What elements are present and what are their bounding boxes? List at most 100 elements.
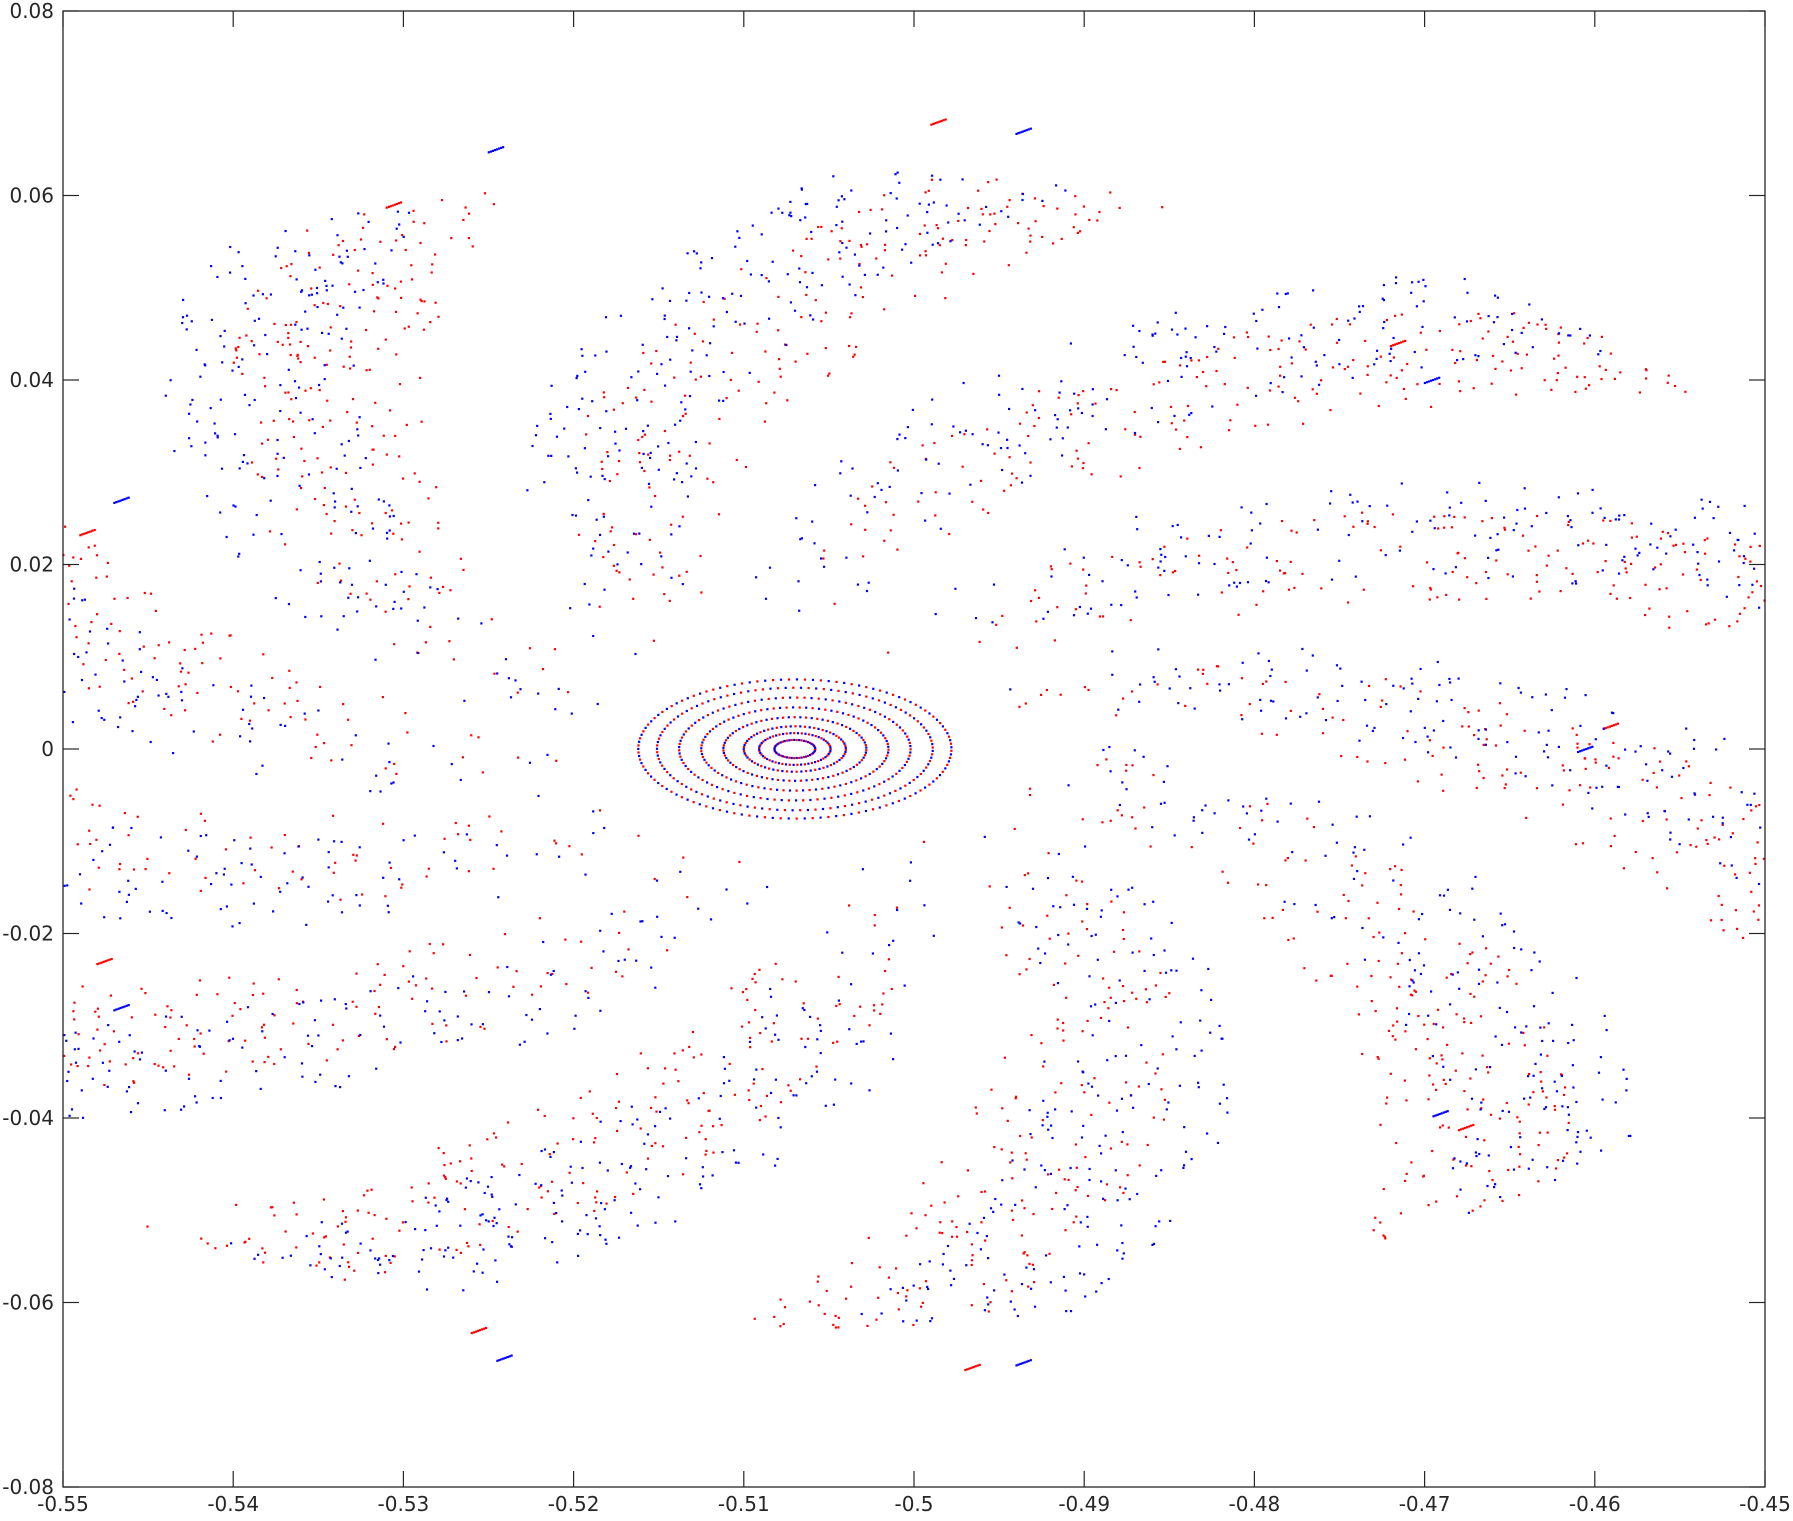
- data-point: [894, 706, 897, 709]
- data-point: [1462, 1127, 1465, 1130]
- data-point: [347, 1075, 350, 1078]
- data-point: [1096, 764, 1099, 767]
- data-point: [330, 532, 333, 535]
- data-point: [1163, 801, 1166, 804]
- data-point: [1160, 1088, 1163, 1091]
- data-point: [1569, 519, 1572, 522]
- data-point: [324, 279, 327, 282]
- data-point: [1138, 950, 1141, 953]
- data-point: [1457, 380, 1460, 383]
- data-point: [957, 1195, 960, 1198]
- data-point: [823, 797, 826, 800]
- data-point: [239, 1008, 242, 1011]
- data-point: [241, 708, 245, 711]
- data-point: [587, 991, 590, 994]
- data-point: [1056, 982, 1060, 985]
- data-point: [788, 789, 792, 792]
- data-point: [311, 418, 314, 421]
- data-point: [1108, 745, 1111, 749]
- data-point: [1575, 733, 1578, 736]
- data-point: [1539, 1053, 1542, 1056]
- data-point: [520, 1162, 523, 1166]
- data-point: [465, 1241, 469, 1245]
- data-point: [1461, 725, 1464, 728]
- data-point: [785, 706, 788, 709]
- data-point: [406, 731, 409, 734]
- data-point: [1175, 428, 1178, 431]
- data-point: [1280, 339, 1283, 342]
- data-point: [357, 1251, 360, 1254]
- data-point: [601, 474, 604, 477]
- data-point: [323, 364, 326, 367]
- data-point: [713, 698, 716, 701]
- data-point: [301, 876, 304, 879]
- data-point: [274, 255, 277, 258]
- data-point: [740, 782, 743, 785]
- data-point: [1520, 948, 1523, 951]
- data-point: [765, 402, 768, 405]
- data-point: [889, 192, 892, 195]
- data-point: [788, 214, 791, 217]
- data-point: [1755, 580, 1758, 583]
- data-point: [496, 672, 499, 675]
- data-point: [1101, 580, 1104, 583]
- data-point: [1606, 726, 1609, 729]
- data-point: [684, 412, 687, 415]
- data-point: [615, 970, 618, 973]
- data-point: [858, 264, 861, 267]
- data-point: [637, 370, 640, 373]
- data-point: [774, 1078, 777, 1081]
- data-point: [764, 1027, 767, 1030]
- data-point: [1392, 356, 1395, 359]
- data-point: [1400, 341, 1403, 344]
- data-point: [319, 685, 322, 688]
- data-point: [297, 386, 301, 389]
- data-point: [1478, 1152, 1481, 1156]
- data-point: [1318, 693, 1321, 696]
- data-point: [1142, 755, 1145, 758]
- data-point: [1591, 807, 1594, 810]
- data-point: [250, 340, 253, 343]
- data-point: [1622, 1068, 1625, 1071]
- data-point: [447, 1246, 450, 1249]
- data-point: [1085, 928, 1089, 931]
- data-point: [503, 1165, 506, 1168]
- data-point: [641, 435, 644, 439]
- data-point: [851, 703, 854, 706]
- data-point: [189, 403, 192, 406]
- data-point: [256, 473, 259, 476]
- data-point: [187, 1077, 191, 1080]
- data-point: [1436, 596, 1439, 599]
- y-tick-label: 0.02: [9, 553, 54, 577]
- data-point: [864, 744, 867, 747]
- data-point: [1204, 804, 1207, 807]
- data-point: [388, 1259, 391, 1262]
- data-point: [80, 678, 84, 682]
- data-point: [1021, 1362, 1024, 1365]
- data-point: [1490, 382, 1493, 385]
- data-point: [1256, 347, 1259, 350]
- data-point: [306, 229, 309, 232]
- data-point: [1443, 526, 1446, 529]
- data-point: [413, 472, 416, 475]
- data-point: [789, 732, 792, 735]
- data-point: [931, 746, 934, 749]
- data-point: [1506, 768, 1509, 771]
- data-point: [594, 1196, 597, 1199]
- data-point: [287, 336, 290, 339]
- data-point: [909, 794, 912, 798]
- data-point: [743, 743, 746, 747]
- data-point: [1377, 959, 1380, 963]
- data-point: [821, 807, 825, 811]
- data-point: [1543, 1026, 1546, 1029]
- data-point: [306, 1034, 310, 1037]
- data-point: [241, 460, 244, 463]
- data-point: [1110, 603, 1113, 606]
- data-point: [1174, 569, 1177, 573]
- data-point: [1031, 887, 1035, 890]
- data-point: [1692, 543, 1695, 546]
- data-point: [119, 716, 122, 719]
- data-point: [892, 720, 895, 723]
- data-point: [758, 750, 761, 753]
- data-point: [857, 497, 860, 500]
